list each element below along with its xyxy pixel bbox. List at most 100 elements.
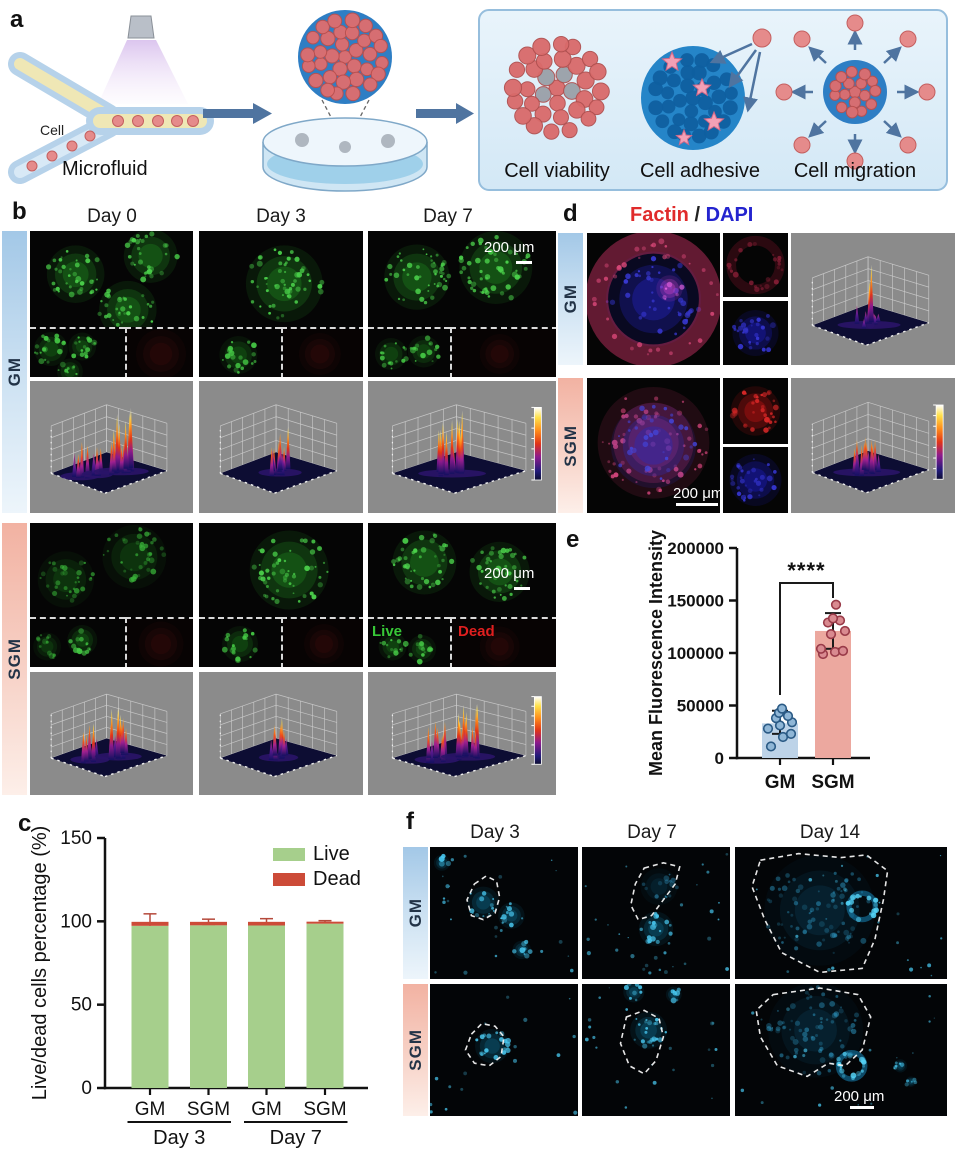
panel-d-gm-strip: GM — [558, 233, 583, 365]
surface-plot-d-sgm — [791, 378, 955, 513]
arrow-right-icon — [416, 103, 474, 124]
microfluid-label: Microfluid — [62, 158, 148, 180]
svg-text:0: 0 — [715, 749, 724, 768]
svg-text:SGM: SGM — [303, 1099, 346, 1120]
svg-text:150: 150 — [60, 828, 92, 849]
micrograph-d-gm-dapi — [723, 301, 788, 365]
svg-text:200000: 200000 — [667, 539, 724, 558]
petri-dish-icon — [262, 117, 428, 192]
arrow-right-icon — [203, 103, 272, 124]
micrograph-f-sgm-day14 — [735, 984, 947, 1116]
panel-f-day14-header: Day 14 — [799, 822, 861, 843]
cell-channel-label: Cell — [40, 122, 65, 138]
micrograph-sgm-day3 — [199, 523, 363, 667]
panel-b-day7-header: Day 7 — [423, 206, 473, 227]
svg-text:SGM: SGM — [811, 772, 854, 793]
surface-plot-sgm-day0 — [30, 672, 193, 795]
panel-f-gm-label: GM — [405, 898, 425, 928]
panel-f-gm-strip: GM — [403, 847, 428, 979]
panel-b-gm-scalebar-line — [516, 261, 532, 264]
panel-a-label: a — [10, 6, 24, 33]
panel-b-gm-label: GM — [4, 357, 24, 387]
cell-migration-illustration — [775, 14, 936, 170]
panel-b-day0-header: Day 0 — [87, 206, 137, 227]
panel-b-gm-scalebar-text: 200 μm — [484, 239, 535, 256]
panel-f-scalebar-line — [850, 1106, 874, 1109]
svg-text:150000: 150000 — [667, 592, 724, 611]
dead-label: Dead — [458, 623, 495, 640]
micrograph-f-gm-day3 — [430, 847, 578, 979]
micrograph-f-gm-day7 — [582, 847, 730, 979]
micrograph-f-sgm-day3 — [430, 984, 578, 1116]
svg-text:Dead: Dead — [313, 868, 361, 890]
microfluidic-channel — [8, 52, 214, 184]
svg-text:50: 50 — [71, 995, 92, 1016]
svg-text:SGM: SGM — [187, 1099, 230, 1120]
micrograph-f-sgm-day7 — [582, 984, 730, 1116]
panel-f-sgm-label: SGM — [405, 1029, 425, 1071]
dapi-label: DAPI — [705, 204, 754, 226]
lamp-icon — [98, 15, 188, 104]
panel-d-scalebar-line — [676, 503, 718, 506]
panel-b-day3-header: Day 3 — [256, 206, 306, 227]
micrograph-gm-day7: 200 μm — [368, 231, 556, 377]
cell-viability-illustration — [503, 36, 610, 140]
svg-text:GM: GM — [765, 772, 796, 793]
surface-plot-gm-day3 — [199, 381, 363, 513]
micrograph-d-gm-merge — [587, 233, 720, 365]
svg-text:Live/dead cells percentage (%): Live/dead cells percentage (%) — [29, 826, 51, 1101]
surface-plot-gm-day7 — [368, 381, 556, 513]
svg-text:GM: GM — [135, 1099, 166, 1120]
svg-text:100000: 100000 — [667, 644, 724, 663]
panel-b-gm-strip: GM — [2, 231, 27, 513]
micrograph-d-sgm-dapi — [723, 447, 788, 513]
panel-b-sgm-strip: SGM — [2, 523, 27, 795]
live-label: Live — [372, 623, 403, 640]
svg-text:50000: 50000 — [677, 697, 724, 716]
panel-b-label: b — [12, 198, 27, 225]
caption-cell-viability: Cell viability — [504, 160, 610, 182]
panel-f-day7-header: Day 7 — [627, 822, 677, 843]
panel-a-illustration — [8, 9, 948, 192]
svg-text:Mean Fluorescence Intensity: Mean Fluorescence Intensity — [646, 530, 666, 776]
factin-label: Factin — [630, 204, 689, 226]
panel-f-label: f — [406, 808, 414, 835]
caption-cell-adhesive: Cell adhesive — [639, 160, 761, 182]
spheroid-illustration — [298, 10, 392, 141]
panel-c-label: c — [18, 810, 32, 837]
micrograph-sgm-day7: 200 μm Live Dead — [368, 523, 556, 667]
panel-d-sgm-strip: SGM — [558, 378, 583, 513]
panel-b-sgm-label: SGM — [4, 638, 24, 680]
panel-d-gm-label: GM — [560, 284, 580, 314]
micrograph-f-gm-day14 — [735, 847, 947, 979]
svg-text:Day 3: Day 3 — [153, 1127, 205, 1149]
panel-d-scalebar-text: 200 μm — [673, 485, 724, 502]
panel-d-sgm-label: SGM — [560, 424, 580, 467]
panel-b-sgm-scalebar-line — [514, 587, 530, 590]
svg-text:Live: Live — [313, 843, 350, 865]
migration-arrows — [790, 29, 920, 155]
panel-f-day3-header: Day 3 — [470, 822, 520, 843]
surface-plot-gm-day0 — [30, 381, 193, 513]
panel-d-label: d — [563, 200, 578, 227]
micrograph-sgm-day0 — [30, 523, 193, 667]
panel-f-sgm-strip: SGM — [403, 984, 428, 1116]
micrograph-d-sgm-merge — [587, 378, 720, 513]
svg-text:0: 0 — [81, 1078, 92, 1099]
surface-plot-sgm-day7 — [368, 672, 556, 795]
svg-text:100: 100 — [60, 911, 92, 932]
cell-adhesive-illustration — [641, 28, 772, 150]
panel-d-title: Factin / DAPI — [630, 204, 754, 226]
micrograph-gm-day0 — [30, 231, 193, 377]
surface-plot-d-gm — [791, 233, 955, 365]
micrograph-d-gm-factin — [723, 233, 788, 297]
svg-text:GM: GM — [251, 1099, 282, 1120]
panel-f-scalebar-text: 200 μm — [834, 1088, 885, 1105]
micrograph-gm-day3 — [199, 231, 363, 377]
svg-text:Day 7: Day 7 — [270, 1127, 322, 1149]
surface-plot-sgm-day3 — [199, 672, 363, 795]
panel-b-sgm-scalebar-text: 200 μm — [484, 565, 535, 582]
live-dead-bar-chart: 0 50 100 150 Live/dead cells percentage (%) G… — [29, 826, 368, 1149]
